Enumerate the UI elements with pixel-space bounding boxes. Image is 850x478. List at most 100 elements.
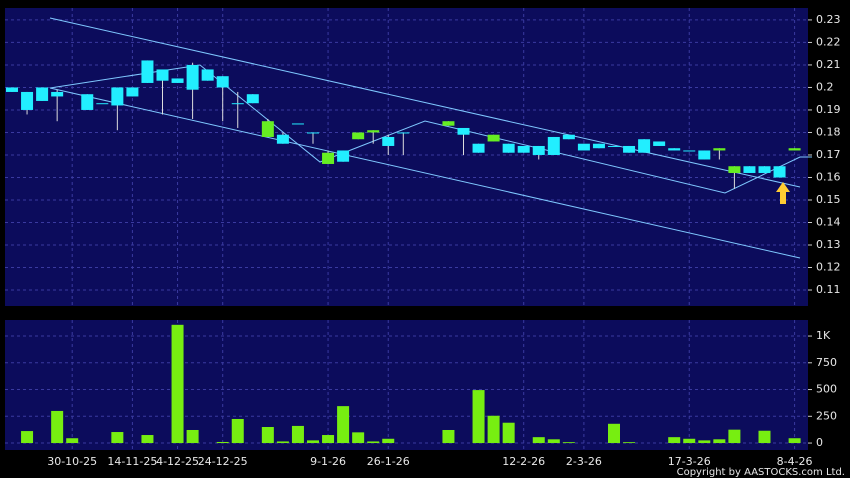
candle-body bbox=[231, 103, 244, 105]
candle-body bbox=[788, 148, 801, 151]
price-panel bbox=[5, 8, 808, 306]
candle-body bbox=[773, 166, 786, 178]
y-tick-label: 0.11 bbox=[816, 283, 841, 296]
volume-bar bbox=[623, 442, 636, 444]
volume-bar bbox=[291, 425, 304, 444]
candle-body bbox=[592, 143, 605, 149]
trend-lines bbox=[49, 17, 812, 259]
candle-body bbox=[728, 166, 741, 173]
candle-body bbox=[562, 134, 575, 140]
y-tick-label: 0.23 bbox=[816, 13, 841, 26]
y-tick-label: 0.14 bbox=[816, 215, 841, 228]
zigzag bbox=[49, 64, 812, 194]
volume-bar bbox=[21, 431, 34, 444]
volume-bar bbox=[186, 429, 199, 444]
channel-upper bbox=[49, 17, 801, 188]
y-tick-label: 250 bbox=[816, 409, 837, 422]
volume-bar bbox=[382, 438, 395, 444]
volume-bar bbox=[487, 415, 500, 444]
candle-body bbox=[758, 166, 771, 173]
channel-lower bbox=[49, 87, 801, 259]
volume-bar bbox=[276, 441, 289, 444]
y-tick-label: 0.18 bbox=[816, 125, 841, 138]
candle-body bbox=[81, 94, 94, 110]
y-tick-label: 0.12 bbox=[816, 261, 841, 274]
volume-bar bbox=[66, 438, 79, 444]
volume-panel bbox=[5, 320, 808, 450]
x-tick-label: 9-1-26 bbox=[310, 455, 346, 468]
candle-body bbox=[246, 94, 259, 104]
candle-body bbox=[487, 134, 500, 142]
candle-body bbox=[126, 87, 139, 97]
candle-body bbox=[141, 60, 154, 83]
volume-bar bbox=[547, 439, 560, 444]
marks bbox=[6, 60, 801, 444]
volume-bar bbox=[713, 439, 726, 444]
candle-body bbox=[36, 87, 49, 101]
candle-body bbox=[713, 148, 726, 151]
volume-bar bbox=[141, 435, 154, 444]
candle-body bbox=[171, 78, 184, 83]
x-tick-label: 24-12-25 bbox=[198, 455, 248, 468]
y-tick-label: 0.2 bbox=[816, 80, 834, 93]
volume-bar bbox=[562, 442, 575, 444]
y-tick-label: 0 bbox=[816, 436, 823, 449]
candle-body bbox=[201, 69, 214, 81]
candle-body bbox=[307, 132, 319, 134]
candle-body bbox=[472, 143, 485, 153]
x-tick-label: 26-1-26 bbox=[367, 455, 410, 468]
candle-body bbox=[577, 143, 590, 151]
candle-body bbox=[367, 130, 380, 133]
y-tick-label: 750 bbox=[816, 356, 837, 369]
candle-body bbox=[698, 150, 711, 160]
candle-body bbox=[623, 145, 636, 153]
volume-bar bbox=[231, 418, 244, 444]
volume-bar bbox=[608, 423, 620, 444]
volume-bar bbox=[367, 441, 380, 444]
volume-bar bbox=[532, 437, 545, 444]
x-tick-label: 14-11-25 bbox=[107, 455, 157, 468]
volume-bar bbox=[352, 432, 365, 444]
candle-body bbox=[352, 132, 365, 140]
candle-body bbox=[502, 143, 515, 153]
x-tick-label: 2-3-26 bbox=[566, 455, 602, 468]
candle-body bbox=[337, 150, 350, 162]
candle-body bbox=[517, 145, 530, 153]
volume-bar bbox=[216, 441, 229, 444]
volume-bar bbox=[261, 426, 274, 444]
y-tick-label: 0.21 bbox=[816, 58, 841, 71]
volume-bar bbox=[322, 435, 335, 444]
candle-body bbox=[111, 87, 124, 106]
volume-bar bbox=[502, 422, 515, 444]
candle-body bbox=[322, 152, 335, 164]
y-tick-label: 1K bbox=[816, 329, 831, 342]
volume-bar bbox=[307, 440, 319, 444]
candle-body bbox=[532, 145, 545, 155]
volume-bar bbox=[51, 410, 64, 444]
y-tick-label: 0.16 bbox=[816, 170, 841, 183]
volume-bar bbox=[683, 438, 696, 444]
candle-body bbox=[683, 150, 696, 152]
candle-body bbox=[51, 91, 64, 97]
candle-body bbox=[216, 76, 229, 88]
candle-body bbox=[276, 134, 289, 144]
candle-body bbox=[21, 91, 34, 110]
candle-body bbox=[186, 64, 199, 90]
x-tick-label: 12-2-26 bbox=[502, 455, 545, 468]
y-tick-label: 500 bbox=[816, 383, 837, 396]
candle-body bbox=[608, 145, 620, 147]
volume-bar bbox=[442, 429, 455, 444]
candle-body bbox=[743, 166, 756, 173]
candle-body bbox=[6, 87, 18, 92]
candle-body bbox=[442, 121, 455, 126]
volume-bar bbox=[758, 430, 771, 444]
volume-bar bbox=[788, 438, 801, 444]
y-tick-label: 0.13 bbox=[816, 238, 841, 251]
arrow bbox=[776, 182, 790, 204]
candle-body bbox=[96, 103, 109, 105]
candle-body bbox=[457, 127, 470, 135]
x-tick-label: 8-4-26 bbox=[777, 455, 813, 468]
volume-bar bbox=[337, 406, 350, 444]
candle-body bbox=[261, 121, 274, 137]
